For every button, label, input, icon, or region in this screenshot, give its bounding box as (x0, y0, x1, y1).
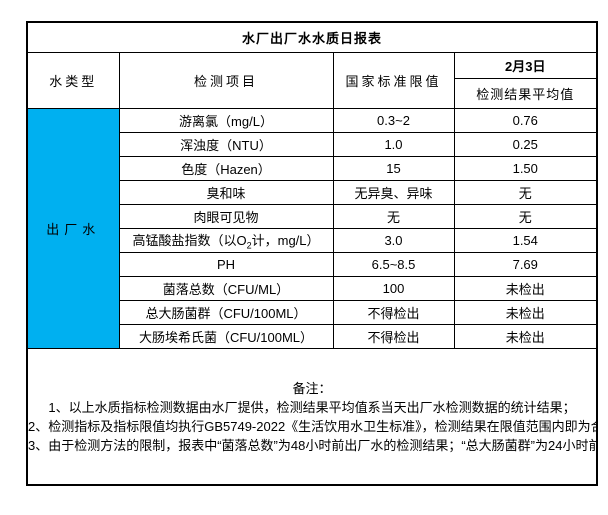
notes-label: 备注： (292, 380, 332, 396)
note-line: 3、由于检测方法的限制，报表中“菌落总数”为48小时前出厂水的检测结果；“总大肠… (28, 437, 596, 453)
result-cell: 1.54 (453, 228, 598, 253)
limit-cell: 不得检出 (332, 324, 455, 349)
result-cell: 无 (453, 180, 598, 205)
table-row: 臭和味 无异臭、异味 无 (27, 180, 598, 205)
result-cell: 7.69 (453, 252, 598, 277)
table-row: 高锰酸盐指数（以O2计，mg/L） 3.0 1.54 (27, 228, 598, 253)
limit-cell: 不得检出 (332, 300, 455, 325)
report-title: 水厂出厂水水质日报表 (26, 21, 598, 53)
item-cell: 浑浊度（NTU） (118, 132, 334, 157)
title-row: 水厂出厂水水质日报表 (26, 21, 598, 53)
notes-row: 备注： 1、以上水质指标检测数据由水厂提供，检测结果平均值系当天出厂水检测数据的… (26, 348, 598, 486)
result-cell: 1.50 (453, 156, 598, 181)
item-cell: 高锰酸盐指数（以O2计，mg/L） (118, 228, 334, 253)
table-row: 肉眼可见物 无 无 (27, 204, 598, 229)
result-cell: 无 (453, 204, 598, 229)
water-type-cell: 出厂水 (26, 108, 120, 349)
item-cell: 菌落总数（CFU/ML） (118, 276, 334, 301)
item-cell: 总大肠菌群（CFU/100ML） (118, 300, 334, 325)
limit-cell: 1.0 (332, 132, 455, 157)
note-line: 2、检测指标及指标限值均执行GB5749-2022《生活饮用水卫生标准》，检测结… (28, 418, 598, 434)
limit-cell: 无 (332, 204, 455, 229)
limit-cell: 无异臭、异味 (332, 180, 455, 205)
item-text: 高锰酸盐指数（以O (132, 233, 247, 249)
table-row: 菌落总数（CFU/ML） 100 未检出 (27, 276, 598, 301)
limit-cell: 3.0 (332, 228, 455, 253)
header-test-item: 检测项目 (118, 52, 334, 109)
header-water-type: 水类型 (26, 52, 120, 109)
header-row: 水类型 检测项目 国家标准限值 2月3日 (26, 52, 598, 109)
item-cell: PH (118, 252, 334, 277)
item-cell: 肉眼可见物 (118, 204, 334, 229)
limit-cell: 15 (332, 156, 455, 181)
note-line: 1、以上水质指标检测数据由水厂提供，检测结果平均值系当天出厂水检测数据的统计结果… (48, 399, 576, 415)
header-result-avg: 检测结果平均值 (453, 78, 598, 109)
item-subscript: 2 (246, 240, 252, 251)
limit-cell: 100 (332, 276, 455, 301)
header-row: 检测结果平均值 (27, 78, 598, 109)
header-national-limit: 国家标准限值 (332, 52, 455, 109)
result-cell: 未检出 (453, 324, 598, 349)
table-row: 浑浊度（NTU） 1.0 0.25 (27, 132, 598, 157)
table-row: 出厂水 游离氯（mg/L） 0.3~2 0.76 (26, 108, 598, 349)
header-date: 2月3日 (453, 52, 598, 79)
table-row: PH 6.5~8.5 7.69 (27, 252, 598, 277)
result-cell: 0.76 (453, 108, 598, 133)
limit-cell: 0.3~2 (332, 108, 455, 133)
item-text: 计，mg/L） (251, 233, 320, 249)
notes-section: 备注： 1、以上水质指标检测数据由水厂提供，检测结果平均值系当天出厂水检测数据的… (26, 348, 598, 486)
item-cell: 色度（Hazen） (118, 156, 334, 181)
result-cell: 0.25 (453, 132, 598, 157)
table-row: 色度（Hazen） 15 1.50 (27, 156, 598, 181)
water-quality-table: 水厂出厂水水质日报表 水类型 检测项目 国家标准限值 2月3日 检测结果平均值 … (26, 21, 599, 486)
result-cell: 未检出 (453, 276, 598, 301)
result-cell: 未检出 (453, 300, 598, 325)
limit-cell: 6.5~8.5 (332, 252, 455, 277)
item-cell: 大肠埃希氏菌（CFU/100ML） (118, 324, 334, 349)
item-cell: 游离氯（mg/L） (118, 108, 334, 133)
table-row: 大肠埃希氏菌（CFU/100ML） 不得检出 未检出 (27, 324, 598, 349)
item-cell: 臭和味 (118, 180, 334, 205)
